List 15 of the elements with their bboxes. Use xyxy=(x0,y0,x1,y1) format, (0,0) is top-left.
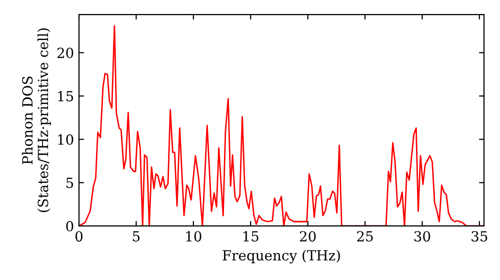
x-tick-label: 20 xyxy=(300,231,316,242)
y-tick-label: 15 xyxy=(58,90,74,102)
y-tick-label: 5 xyxy=(66,178,74,188)
y-tick-label: 0 xyxy=(66,220,74,232)
x-tick-label: 0 xyxy=(75,231,82,242)
x-tick-label: 25 xyxy=(357,231,373,242)
x-tick-label: 5 xyxy=(132,231,140,242)
x-tick-label: 15 xyxy=(243,231,258,242)
y-tick-label: 10 xyxy=(58,134,74,145)
x-tick-label: 35 xyxy=(472,231,488,242)
x-tick-label: 10 xyxy=(186,231,202,242)
y-axis-title: Phonon DOS (States/THz·primitive cell) xyxy=(22,28,51,212)
x-axis-title: Frequency (THz) xyxy=(222,250,340,264)
x-tick-label: 30 xyxy=(414,231,430,242)
y-tick-label: 20 xyxy=(57,48,74,58)
